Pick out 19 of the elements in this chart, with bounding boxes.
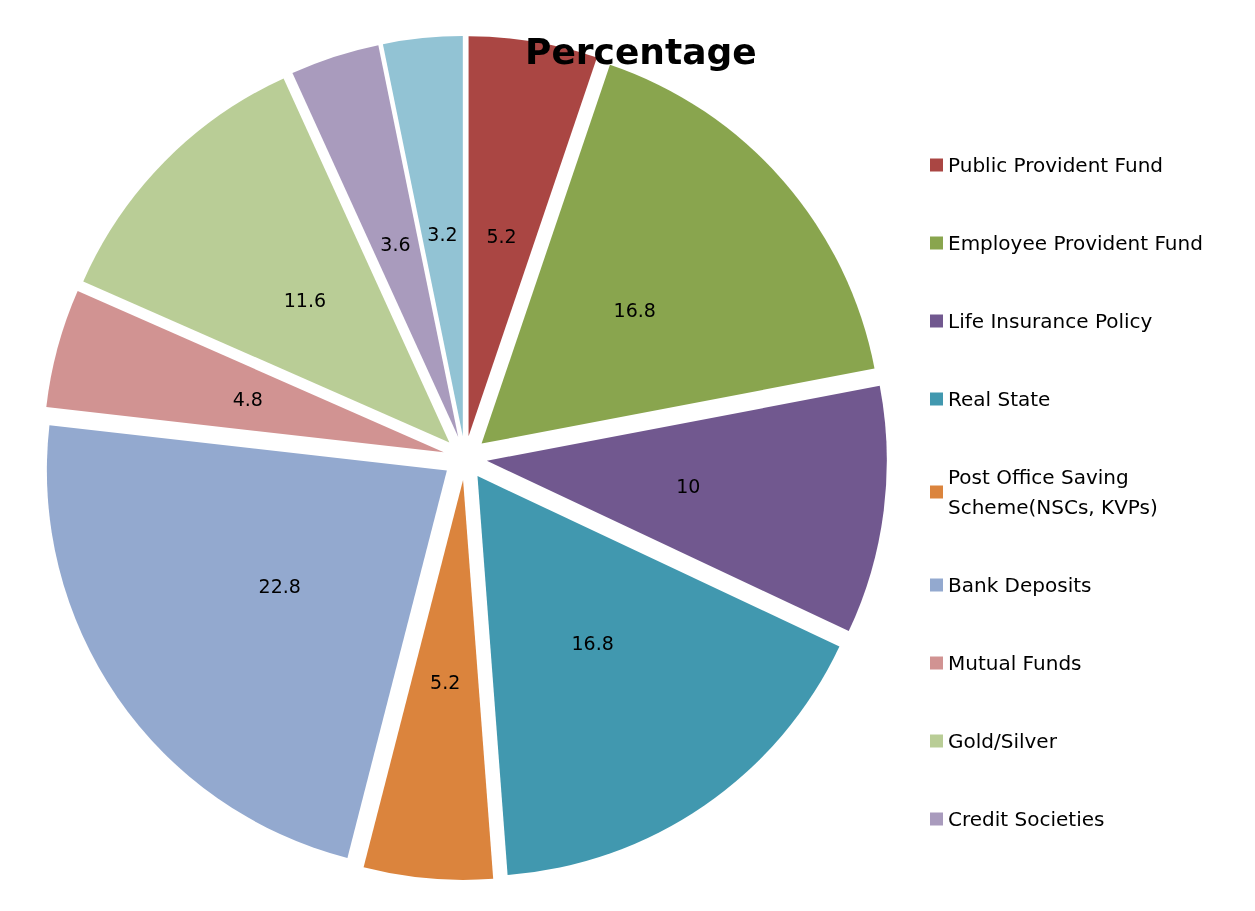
data-label: 16.8	[613, 299, 656, 322]
legend-label: Life Insurance Policy	[948, 309, 1153, 333]
legend-label: Real State	[948, 387, 1051, 411]
data-label: 4.8	[232, 388, 263, 411]
legend-label: Employee Provident Fund	[948, 231, 1203, 255]
legend-label: Public Provident Fund	[948, 153, 1163, 177]
legend-label: Post Office Saving Scheme(NSCs, KVPs)	[948, 465, 1158, 519]
data-label: 22.8	[258, 574, 301, 597]
data-label: 11.6	[283, 288, 327, 311]
legend-label: Bank Deposits	[948, 573, 1092, 597]
data-label: 3.6	[380, 233, 411, 256]
data-label: 10	[676, 475, 701, 498]
data-label: 16.8	[571, 632, 614, 655]
legend-label: Gold/Silver	[948, 729, 1058, 753]
data-label: 5.2	[486, 225, 517, 247]
legend-label: Credit Societies	[948, 807, 1105, 831]
data-label: 3.2	[427, 223, 458, 246]
data-label: 5.2	[430, 671, 461, 694]
legend-label: Mutual Funds	[948, 651, 1082, 675]
